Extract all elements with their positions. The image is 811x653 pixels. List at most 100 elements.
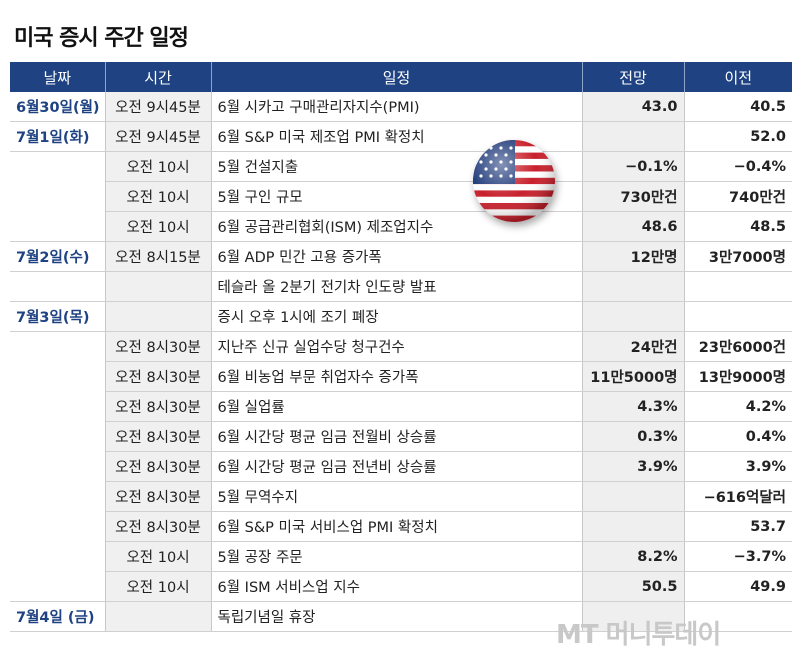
- event-cell: 6월 시카고 구매관리자지수(PMI): [211, 92, 583, 122]
- table-row: 오전 8시30분 지난주 신규 실업수당 청구건수 24만건 23만6000건: [10, 331, 792, 362]
- table-row: 오전 10시 5월 공장 주문 8.2% −3.7%: [10, 541, 792, 572]
- time-cell: 오전 8시30분: [105, 511, 212, 542]
- date-cell: [10, 541, 106, 572]
- date-cell: 6월30일(월): [10, 92, 106, 122]
- date-cell: [10, 151, 106, 182]
- date-cell: [10, 271, 106, 302]
- schedule-table: 날짜 시간 일정 전망 이전 6월30일(월) 오전 9시45분 6월 시카고 구매…: [10, 62, 792, 632]
- time-cell: 오전 9시45분: [105, 121, 212, 152]
- event-cell: 5월 무역수지: [211, 481, 583, 512]
- event-cell: 6월 시간당 평균 임금 전년비 상승률: [211, 451, 583, 482]
- previous-cell: [684, 271, 792, 302]
- forecast-cell: −0.1%: [582, 151, 685, 182]
- date-cell: [10, 391, 106, 422]
- header-forecast: 전망: [582, 62, 685, 92]
- date-cell: [10, 571, 106, 602]
- previous-cell: 0.4%: [684, 421, 792, 452]
- time-cell: 오전 10시: [105, 571, 212, 602]
- header-previous: 이전: [684, 62, 792, 92]
- date-cell: [10, 331, 106, 362]
- event-cell: 6월 시간당 평균 임금 전월비 상승률: [211, 421, 583, 452]
- date-cell: 7월4일 (금): [10, 601, 106, 632]
- forecast-cell: 24만건: [582, 331, 685, 362]
- date-cell: [10, 481, 106, 512]
- time-cell: [105, 601, 212, 632]
- date-cell: 7월2일(수): [10, 241, 106, 272]
- time-cell: 오전 9시45분: [105, 92, 212, 122]
- date-cell: [10, 181, 106, 212]
- time-cell: [105, 271, 212, 302]
- previous-cell: 48.5: [684, 211, 792, 242]
- table-row: 오전 8시30분 6월 S&P 미국 서비스업 PMI 확정치 53.7: [10, 511, 792, 542]
- forecast-cell: [582, 511, 685, 542]
- event-cell: 6월 ADP 민간 고용 증가폭: [211, 241, 583, 272]
- table-row: 오전 10시 6월 공급관리협회(ISM) 제조업지수 48.6 48.5: [10, 211, 792, 242]
- previous-cell: 4.2%: [684, 391, 792, 422]
- table-row: 오전 8시30분 5월 무역수지 −616억달러: [10, 481, 792, 512]
- previous-cell: 13만9000명: [684, 361, 792, 392]
- time-cell: 오전 8시30분: [105, 451, 212, 482]
- us-flag-icon: [473, 140, 555, 222]
- date-cell: [10, 451, 106, 482]
- event-cell: 6월 ISM 서비스업 지수: [211, 571, 583, 602]
- event-cell: 지난주 신규 실업수당 청구건수: [211, 331, 583, 362]
- event-cell: 독립기념일 휴장: [211, 601, 583, 632]
- event-cell: 6월 S&P 미국 서비스업 PMI 확정치: [211, 511, 583, 542]
- header-date: 날짜: [10, 62, 106, 92]
- forecast-cell: [582, 481, 685, 512]
- forecast-cell: 12만명: [582, 241, 685, 272]
- table-row: 7월1일(화) 오전 9시45분 6월 S&P 미국 제조업 PMI 확정치 52.0: [10, 121, 792, 152]
- table-row: 오전 10시 5월 건설지출 −0.1% −0.4%: [10, 151, 792, 182]
- forecast-cell: 11만5000명: [582, 361, 685, 392]
- forecast-cell: 4.3%: [582, 391, 685, 422]
- previous-cell: 23만6000건: [684, 331, 792, 362]
- time-cell: 오전 8시30분: [105, 421, 212, 452]
- forecast-cell: [582, 301, 685, 332]
- page-title: 미국 증시 주간 일정: [14, 26, 189, 51]
- watermark-logo: MT 머니투데이: [556, 620, 721, 650]
- time-cell: 오전 10시: [105, 541, 212, 572]
- forecast-cell: [582, 121, 685, 152]
- date-cell: [10, 511, 106, 542]
- table-row: 오전 10시 5월 구인 규모 730만건 740만건: [10, 181, 792, 212]
- time-cell: 오전 8시30분: [105, 481, 212, 512]
- forecast-cell: 0.3%: [582, 421, 685, 452]
- table-row: 7월4일 (금) 독립기념일 휴장: [10, 601, 792, 632]
- table-row: 오전 10시 6월 ISM 서비스업 지수 50.5 49.9: [10, 571, 792, 602]
- forecast-cell: 730만건: [582, 181, 685, 212]
- table-row: 7월2일(수) 오전 8시15분 6월 ADP 민간 고용 증가폭 12만명 3만700…: [10, 241, 792, 272]
- time-cell: 오전 10시: [105, 181, 212, 212]
- time-cell: 오전 8시30분: [105, 391, 212, 422]
- event-cell: 6월 공급관리협회(ISM) 제조업지수: [211, 211, 583, 242]
- previous-cell: 3.9%: [684, 451, 792, 482]
- forecast-cell: [582, 601, 685, 632]
- table-row: 오전 8시30분 6월 실업률 4.3% 4.2%: [10, 391, 792, 422]
- header-time: 시간: [105, 62, 212, 92]
- time-cell: 오전 8시30분: [105, 331, 212, 362]
- previous-cell: 53.7: [684, 511, 792, 542]
- table-row: 오전 8시30분 6월 시간당 평균 임금 전월비 상승률 0.3% 0.4%: [10, 421, 792, 452]
- previous-cell: −616억달러: [684, 481, 792, 512]
- forecast-cell: 50.5: [582, 571, 685, 602]
- table-header-row: 날짜 시간 일정 전망 이전: [10, 62, 792, 92]
- previous-cell: [684, 301, 792, 332]
- previous-cell: −0.4%: [684, 151, 792, 182]
- previous-cell: 49.9: [684, 571, 792, 602]
- event-cell: 증시 오후 1시에 조기 폐장: [211, 301, 583, 332]
- forecast-cell: 8.2%: [582, 541, 685, 572]
- date-cell: [10, 421, 106, 452]
- event-cell: 6월 비농업 부문 취업자수 증가폭: [211, 361, 583, 392]
- table-row: 6월30일(월) 오전 9시45분 6월 시카고 구매관리자지수(PMI) 43.0 4…: [10, 92, 792, 122]
- table-row: 오전 8시30분 6월 시간당 평균 임금 전년비 상승률 3.9% 3.9%: [10, 451, 792, 482]
- event-cell: 5월 공장 주문: [211, 541, 583, 572]
- previous-cell: 740만건: [684, 181, 792, 212]
- date-cell: 7월3일(목): [10, 301, 106, 332]
- header-event: 일정: [211, 62, 583, 92]
- forecast-cell: 48.6: [582, 211, 685, 242]
- table-row: 테슬라 올 2분기 전기차 인도량 발표: [10, 271, 792, 302]
- table-row: 오전 8시30분 6월 비농업 부문 취업자수 증가폭 11만5000명 13만900…: [10, 361, 792, 392]
- previous-cell: 52.0: [684, 121, 792, 152]
- event-cell: 6월 실업률: [211, 391, 583, 422]
- previous-cell: 40.5: [684, 92, 792, 122]
- table-row: 7월3일(목) 증시 오후 1시에 조기 폐장: [10, 301, 792, 332]
